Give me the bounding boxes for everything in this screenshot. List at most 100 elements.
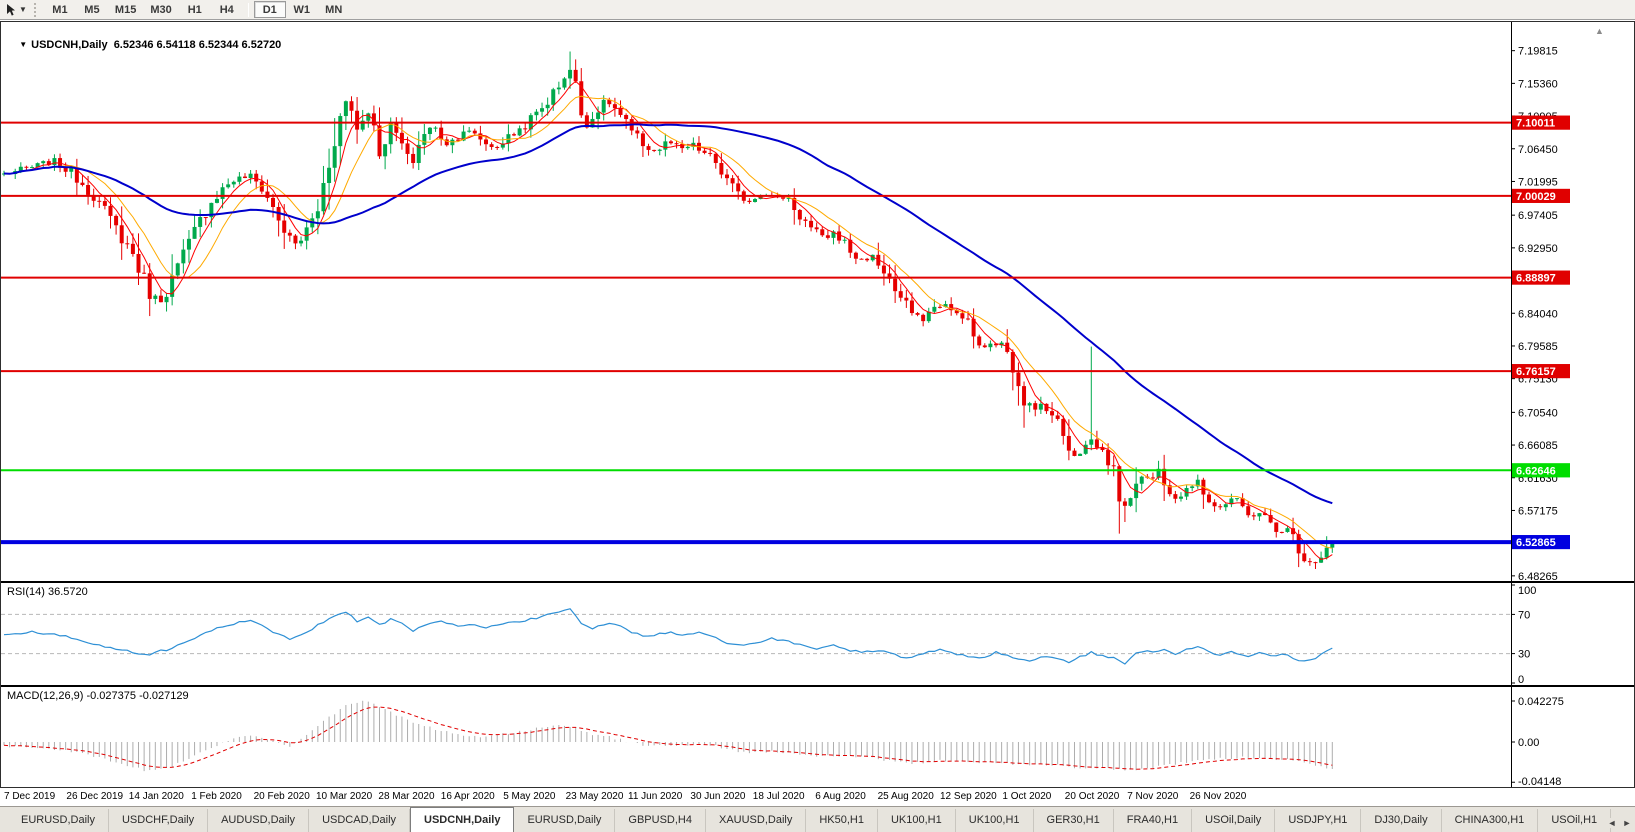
chart-menu-caret-icon[interactable]: ▼	[19, 40, 28, 49]
candle-body	[1223, 504, 1228, 508]
candle-body	[977, 336, 982, 346]
candle-body	[102, 201, 107, 206]
tab-scroll-right-icon[interactable]: ►	[1622, 818, 1632, 828]
chart-tab-USOil-Daily[interactable]: USOil,Daily	[1192, 809, 1276, 832]
candle-body	[186, 238, 191, 250]
axis-tick-label: 6.70540	[1518, 407, 1558, 419]
chart-tab-XAUUSD-Daily[interactable]: XAUUSD,Daily	[706, 809, 807, 832]
chart-tab-USDCNH-Daily[interactable]: USDCNH,Daily	[410, 807, 515, 832]
candle-body	[853, 252, 858, 259]
candle-body	[52, 158, 57, 166]
axis-tick-label: 6.66085	[1518, 440, 1558, 452]
timeframe-button-H4[interactable]: H4	[219, 4, 234, 16]
candle-body	[540, 108, 545, 112]
candle-body	[472, 130, 477, 134]
candle-body	[214, 198, 219, 203]
timeframe-button-M5[interactable]: M5	[84, 4, 100, 16]
candle-body	[450, 139, 455, 146]
time-axis-label: 14 Jan 2020	[128, 791, 184, 802]
chart-tab-EURUSD-Daily[interactable]: EURUSD,Daily	[514, 809, 616, 832]
chart-window: ▼ USDCNH,Daily 6.52346 6.54118 6.52344 6.…	[0, 21, 1635, 788]
cursor-tool-button[interactable]: ▼	[0, 1, 30, 19]
timeframe-button-MN[interactable]: MN	[325, 4, 343, 16]
candle-body	[461, 131, 466, 141]
candle-body	[41, 161, 46, 164]
rsi-axis-label: 70	[1518, 609, 1530, 621]
chart-tab-FRA40-H1[interactable]: FRA40,H1	[1114, 809, 1193, 832]
candle-body	[556, 87, 561, 90]
chart-tab-USDJPY-H1[interactable]: USDJPY,H1	[1275, 809, 1362, 832]
pane-separator[interactable]	[1, 685, 1634, 687]
candle-body	[1005, 342, 1010, 352]
rsi-axis-label: 30	[1518, 649, 1530, 661]
candle-body	[1072, 450, 1077, 456]
time-axis[interactable]: 7 Dec 2019 26 Dec 2019 14 Jan 2020 1 Feb 20…	[0, 788, 1510, 806]
candle-body	[994, 343, 999, 346]
chart-tab-USDCAD-Daily[interactable]: USDCAD,Daily	[309, 809, 411, 832]
chart-tab-HK50-H1[interactable]: HK50,H1	[806, 809, 878, 832]
candle-body	[327, 167, 332, 184]
timeframe-button-H1[interactable]: H1	[187, 4, 202, 16]
candle-body	[932, 306, 937, 312]
toolbar-grip[interactable]	[33, 2, 38, 17]
candle-body	[1016, 372, 1021, 387]
chart-tab-GER30-H1[interactable]: GER30,H1	[1034, 809, 1114, 832]
timeframe-button-M1[interactable]: M1	[52, 4, 68, 16]
candle-body	[685, 146, 690, 149]
candle-body	[388, 122, 393, 145]
candle-body	[1190, 486, 1195, 489]
axis-tick-label: 7.01995	[1518, 176, 1558, 188]
axis-tick-label: 6.84040	[1518, 308, 1558, 320]
candle-body	[1055, 415, 1060, 419]
candle-body	[1010, 351, 1015, 373]
chart-tab-EURUSD-Daily[interactable]: EURUSD,Daily	[8, 809, 109, 832]
chart-tab-UK100-H1[interactable]: UK100,H1	[878, 809, 956, 832]
candle-body	[837, 231, 842, 241]
timeframe-button-M30[interactable]: M30	[150, 4, 172, 16]
price-tag-text: 7.00029	[1516, 191, 1556, 203]
candle-body	[730, 178, 735, 184]
chart-tab-USDCHF-Daily[interactable]: USDCHF,Daily	[109, 809, 209, 832]
scroll-up-icon[interactable]: ▲	[1595, 26, 1604, 36]
candle-body	[517, 128, 522, 136]
candle-body	[164, 296, 169, 303]
macd-label: MACD(12,26,9) -0.027375 -0.027129	[7, 690, 189, 702]
time-axis-label: 25 Aug 2020	[877, 791, 934, 802]
candle-body	[668, 141, 673, 144]
candle-body	[63, 167, 68, 172]
chart-tab-USOil-H1[interactable]: USOil,H1	[1538, 809, 1612, 832]
chart-canvas[interactable]: 7.10011 7.00029 6.88897 6.76157 6.62646 6.528…	[1, 22, 1634, 787]
candle-body	[831, 231, 836, 238]
timeframe-button-D1[interactable]: D1	[253, 1, 286, 18]
tab-scroll-left-icon[interactable]: ◄	[1607, 818, 1617, 828]
chart-tab-AUDUSD-Daily[interactable]: AUDUSD,Daily	[208, 809, 310, 832]
candle-body	[635, 130, 640, 134]
time-axis-label: 10 Mar 2020	[316, 791, 373, 802]
candle-body	[198, 217, 203, 227]
candle-body	[904, 297, 909, 301]
candle-body	[1050, 411, 1055, 416]
chart-tab-CHINA300-H1[interactable]: CHINA300,H1	[1442, 809, 1539, 832]
candle-body	[1240, 498, 1245, 507]
candle-body	[1263, 513, 1268, 516]
chart-tab-UK100-H1[interactable]: UK100,H1	[956, 809, 1034, 832]
timeframe-button-M15[interactable]: M15	[114, 4, 137, 16]
candle-body	[142, 272, 147, 274]
candle-body	[842, 239, 847, 241]
macd-axis-label: 0.042275	[1518, 696, 1564, 708]
candle-body	[1246, 506, 1251, 516]
candle-body	[338, 116, 343, 147]
candle-body	[512, 134, 517, 136]
candle-body	[248, 173, 253, 179]
candle-body	[680, 143, 685, 149]
candle-body	[1044, 403, 1049, 412]
candle-body	[1089, 439, 1094, 445]
pane-separator[interactable]	[1, 581, 1634, 583]
candle-body	[304, 227, 309, 241]
timeframe-button-W1[interactable]: W1	[293, 4, 310, 16]
chart-tab-GBPUSD-H4[interactable]: GBPUSD,H4	[615, 809, 706, 832]
candle-body	[786, 197, 791, 199]
candle-body	[820, 229, 825, 236]
candle-body	[1100, 447, 1105, 451]
chart-tab-DJ30-Daily[interactable]: DJ30,Daily	[1361, 809, 1442, 832]
